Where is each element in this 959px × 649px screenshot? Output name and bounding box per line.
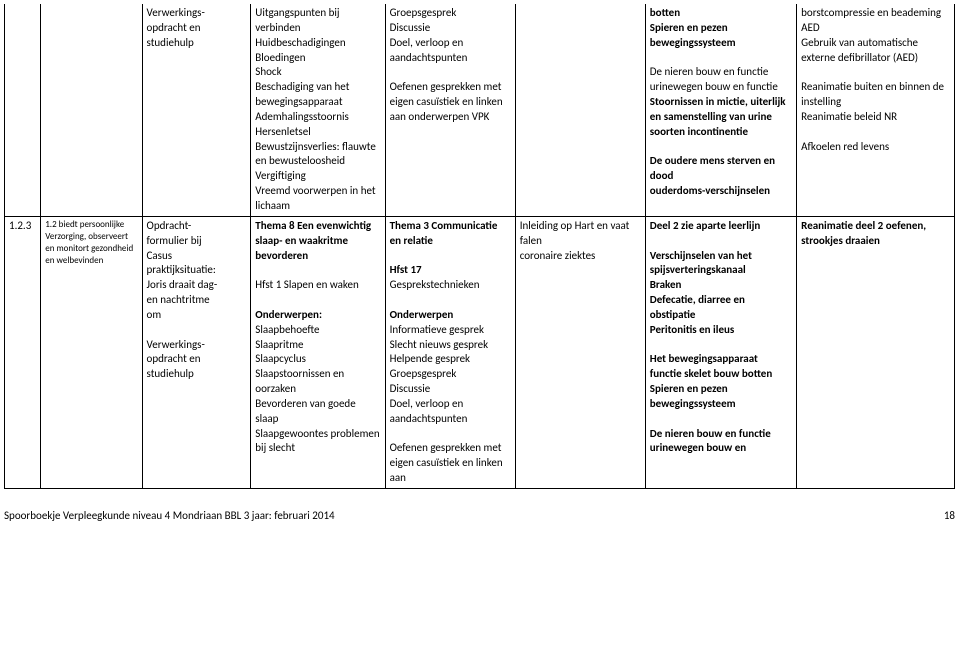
cell-1f xyxy=(515,4,645,216)
cell-2g: Deel 2 zie aparte leerlijn Verschijnsele… xyxy=(645,216,796,488)
text: Reanimatie deel 2 oefenen, strookjes dra… xyxy=(801,219,926,247)
text: Hfst 1 Slapen en waken xyxy=(255,278,359,291)
text: Verschijnselen van het spijsverteringska… xyxy=(650,249,772,455)
text: 1.2 biedt persoonlijke Verzorging, obser… xyxy=(45,219,133,266)
page-number: 18 xyxy=(944,509,955,522)
text: Deel 2 zie aparte leerlijn xyxy=(650,219,761,232)
cell-1g: botten Spieren en pezen bewegingssysteem… xyxy=(645,4,796,216)
text: Onderwerpen: xyxy=(255,308,322,321)
text: Uitgangspunten bij verbinden Huidbeschad… xyxy=(255,6,376,212)
cell-1h: borstcompressie en beademing AED Gebruik… xyxy=(797,4,955,216)
text: Onderwerpen xyxy=(390,308,454,321)
text: Verwerkings- opdracht en studiehulp xyxy=(147,6,205,49)
cell-2d: Thema 8 Een evenwichtig slaap- en waakri… xyxy=(251,216,385,488)
text: Opdracht- formulier bij Casus praktijksi… xyxy=(147,219,218,380)
footer-text: Spoorboekje Verpleegkunde niveau 4 Mondr… xyxy=(4,509,335,522)
text: borstcompressie en beademing AED Gebruik… xyxy=(801,6,944,153)
page-footer: Spoorboekje Verpleegkunde niveau 4 Mondr… xyxy=(4,489,955,522)
cell-1b xyxy=(41,4,142,216)
cell-2h: Reanimatie deel 2 oefenen, strookjes dra… xyxy=(797,216,955,488)
cell-2a: 1.2.3 xyxy=(5,216,41,488)
text: Groepsgesprek Discussie Doel, verloop en… xyxy=(390,6,503,123)
cell-1e: Groepsgesprek Discussie Doel, verloop en… xyxy=(385,4,515,216)
text: 1.2.3 xyxy=(9,219,31,232)
text: Hfst 17 xyxy=(390,263,422,276)
text: Gesprekstechnieken xyxy=(390,278,480,291)
cell-2b: 1.2 biedt persoonlijke Verzorging, obser… xyxy=(41,216,142,488)
table-row: Verwerkings- opdracht en studiehulp Uitg… xyxy=(5,4,955,216)
cell-1c: Verwerkings- opdracht en studiehulp xyxy=(142,4,251,216)
cell-1d: Uitgangspunten bij verbinden Huidbeschad… xyxy=(251,4,385,216)
text: Thema 3 Communicatie en relatie xyxy=(390,219,498,247)
cell-2e: Thema 3 Communicatie en relatie Hfst 17 … xyxy=(385,216,515,488)
text: botten Spieren en pezen bewegingssysteem xyxy=(650,6,736,49)
text: Informatieve gesprek Slecht nieuws gespr… xyxy=(390,323,503,484)
text: Thema 8 Een evenwichtig slaap- en waakri… xyxy=(255,219,371,262)
text: Stoornissen in mictie, uiterlijk en same… xyxy=(650,95,786,197)
text: De nieren bouw en functie urinewegen bou… xyxy=(650,65,778,93)
curriculum-table: Verwerkings- opdracht en studiehulp Uitg… xyxy=(4,4,955,489)
cell-2f: Inleiding op Hart en vaat falen coronair… xyxy=(515,216,645,488)
cell-2c: Opdracht- formulier bij Casus praktijksi… xyxy=(142,216,251,488)
text: Inleiding op Hart en vaat falen coronair… xyxy=(520,219,630,262)
cell-1a xyxy=(5,4,41,216)
table-row: 1.2.3 1.2 biedt persoonlijke Verzorging,… xyxy=(5,216,955,488)
text: Slaapbehoefte Slaapritme Slaapcyclus Sla… xyxy=(255,323,379,455)
